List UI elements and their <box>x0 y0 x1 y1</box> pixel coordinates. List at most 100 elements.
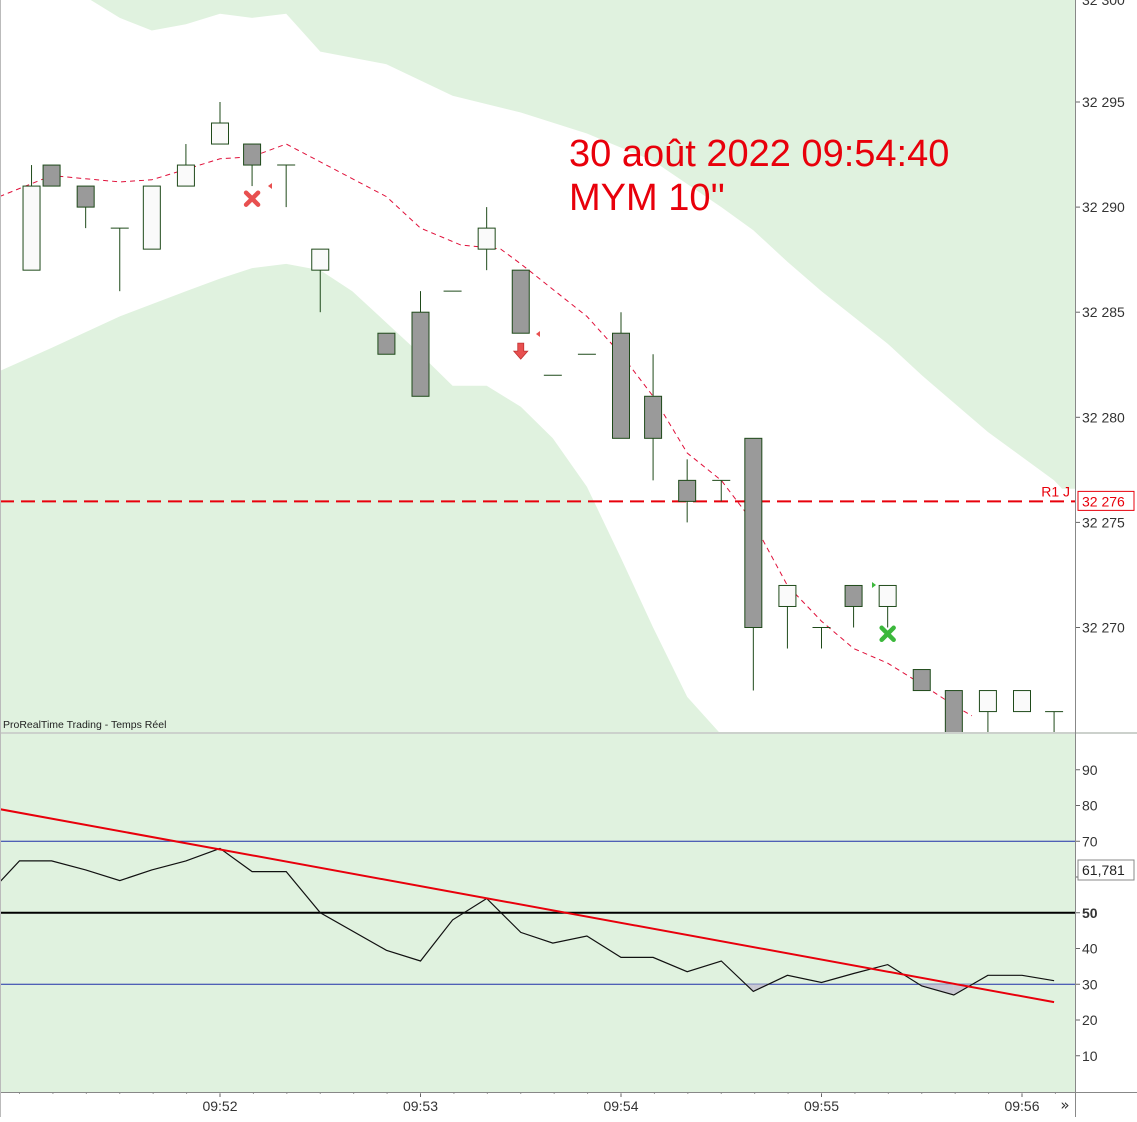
candle <box>712 479 731 502</box>
candle-body <box>211 122 229 145</box>
candle-body <box>311 248 330 271</box>
candle-body <box>644 395 663 439</box>
candle-body <box>678 479 697 502</box>
price-tick-label: 32 270 <box>1082 620 1125 636</box>
moving-average-line <box>0 143 973 717</box>
rsi-panel: 90 80 70 50 40 30 20 10 61,781 <box>0 734 1135 1092</box>
candle-body <box>76 185 95 208</box>
rsi-plot <box>0 734 1075 1092</box>
candle-body <box>978 690 997 713</box>
rsi-current-value: 61,781 <box>1082 862 1125 878</box>
candle <box>878 584 897 628</box>
sell-signal-arrow-icon <box>512 342 529 360</box>
candle-body <box>1013 690 1031 713</box>
candle-body <box>612 332 630 439</box>
candle-body <box>511 269 530 334</box>
candle <box>1013 690 1031 713</box>
price-tick-label: 32 280 <box>1082 409 1125 425</box>
candle <box>812 627 831 649</box>
source-label: ProRealTime Trading - Temps Réel <box>3 719 167 731</box>
pivot-value-box <box>1077 490 1135 511</box>
candle <box>744 437 763 691</box>
price-panel: R1 J 32 295 32 290 32 285 32 280 32 275 32 270… <box>0 0 1135 732</box>
buy-signal-cross-icon <box>879 625 896 643</box>
overlay-title: 30 août 2022 09:54:40 MYM 10'' <box>569 132 949 220</box>
bands-inner-area <box>0 0 1075 732</box>
candle <box>42 164 61 187</box>
rsi-tick-label: 30 <box>1082 976 1098 992</box>
candle <box>277 164 296 208</box>
candle <box>477 207 496 271</box>
sell-signal-cross-icon <box>243 190 261 207</box>
candle <box>511 269 530 334</box>
candle <box>243 143 262 187</box>
rsi-tick-label: 10 <box>1082 1048 1098 1064</box>
candle <box>844 584 863 628</box>
candle <box>644 354 663 481</box>
price-tick-label: 32 275 <box>1082 514 1125 530</box>
price-tick-label: 32 300 <box>1082 0 1125 8</box>
time-tick-label: 09:54 <box>603 1098 638 1114</box>
rsi-tick-label: 90 <box>1082 762 1098 778</box>
pivot-value-label: 32 276 <box>1082 493 1125 509</box>
price-tick-label: 32 285 <box>1082 304 1125 320</box>
candle-body <box>844 584 863 607</box>
candle <box>944 690 963 732</box>
rsi-tick-label: 80 <box>1082 798 1098 814</box>
time-tick-label: 09:55 <box>804 1098 839 1114</box>
scroll-right-button[interactable]: » <box>1060 1096 1070 1114</box>
overlay-symbol: MYM 10'' <box>569 177 725 219</box>
price-tick-label: 32 290 <box>1082 199 1125 215</box>
candle <box>311 248 330 313</box>
rsi-tick-label: 50 <box>1082 905 1098 921</box>
candle-body <box>142 185 161 250</box>
candle-body <box>912 669 931 692</box>
candle <box>110 227 129 292</box>
time-axis-background <box>0 1092 1137 1117</box>
candle <box>411 291 430 397</box>
candle <box>176 144 195 187</box>
candle <box>612 312 630 439</box>
flag-marker-icon <box>872 582 876 588</box>
candle-body <box>778 584 797 607</box>
rsi-trend-line <box>0 808 1055 1004</box>
candle <box>912 669 931 692</box>
candle <box>76 185 95 229</box>
candle-body <box>878 584 897 607</box>
candle <box>978 690 997 732</box>
price-plot <box>0 0 1075 732</box>
candle-body <box>176 164 195 187</box>
rsi-tick-label: 70 <box>1082 833 1098 849</box>
flag-marker-icon <box>536 331 540 337</box>
candle-body <box>944 690 963 732</box>
candle <box>377 332 396 355</box>
time-axis: 09:52 09:53 09:54 09:55 09:56 <box>0 1092 1137 1117</box>
pivot-line-label: R1 J <box>1041 483 1070 499</box>
candle <box>142 185 161 250</box>
time-tick-label: 09:53 <box>403 1098 438 1114</box>
candle-body <box>744 437 763 628</box>
time-tick-label: 09:56 <box>1004 1098 1039 1114</box>
candle <box>1045 711 1064 732</box>
flag-marker-icon <box>268 183 272 189</box>
rsi-line <box>0 847 1055 996</box>
overlay-date-time: 30 août 2022 09:54:40 <box>569 133 950 175</box>
candle-body <box>411 311 430 397</box>
candle-body <box>477 227 496 250</box>
price-tick-label: 32 295 <box>1082 94 1125 110</box>
rsi-value-box <box>1077 859 1135 881</box>
candle-body <box>243 143 262 166</box>
candle-body <box>22 185 41 271</box>
candle <box>211 102 229 145</box>
candle <box>678 459 697 523</box>
candle-body <box>42 164 61 187</box>
candle <box>778 584 797 649</box>
time-tick-label: 09:52 <box>202 1098 237 1114</box>
candle <box>22 165 41 271</box>
rsi-tick-label: 20 <box>1082 1012 1098 1028</box>
candle-body <box>377 332 396 355</box>
rsi-tick-label: 40 <box>1082 941 1098 957</box>
